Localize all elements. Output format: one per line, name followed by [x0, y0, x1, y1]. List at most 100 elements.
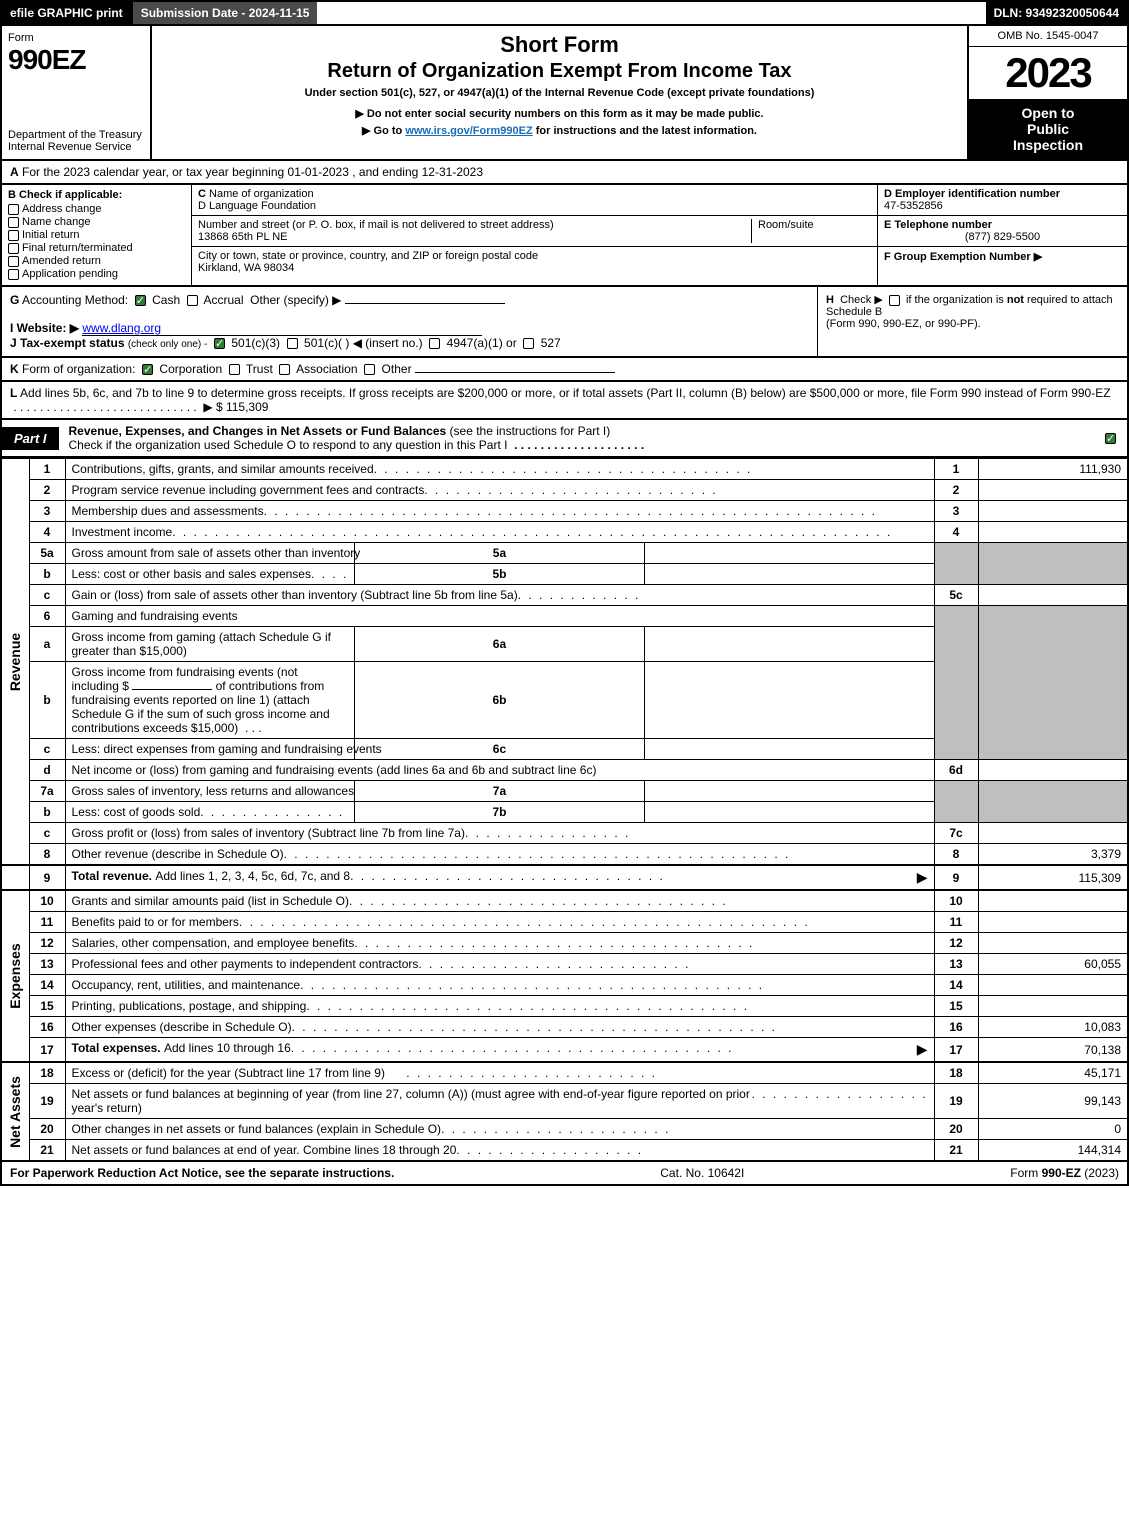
header-center: Short Form Return of Organization Exempt… [152, 26, 967, 159]
phone-label: E Telephone number [884, 219, 992, 231]
checkbox-icon[interactable] [8, 217, 19, 228]
table-row: 2 Program service revenue including gove… [1, 480, 1128, 501]
checkbox-other-org-icon[interactable] [364, 364, 375, 375]
line-5a-subnum: 5a [355, 543, 645, 564]
dept-irs: Internal Revenue Service [8, 141, 132, 153]
line-5b-text: Less: cost or other basis and sales expe… [72, 567, 311, 581]
line-15-text: Printing, publications, postage, and shi… [72, 999, 307, 1013]
table-row: c Gain or (loss) from sale of assets oth… [1, 585, 1128, 606]
checkbox-501c3-icon[interactable] [214, 338, 225, 349]
line-6b-amount-input[interactable] [132, 689, 212, 690]
form-ref-bold: 990-EZ [1042, 1166, 1081, 1180]
opt-initial-return[interactable]: Initial return [8, 229, 185, 241]
page-footer: For Paperwork Reduction Act Notice, see … [0, 1162, 1129, 1186]
section-g: G Accounting Method: Cash Accrual Other … [2, 287, 817, 356]
line-7a-subnum: 7a [355, 781, 645, 802]
line-10-desc: Grants and similar amounts paid (list in… [65, 890, 934, 912]
row-a-tax-year: A For the 2023 calendar year, or tax yea… [0, 161, 1129, 185]
line-6a-subnum: 6a [355, 627, 645, 662]
side-revenue: Revenue [1, 459, 29, 866]
checkbox-icon[interactable] [8, 230, 19, 241]
line-16-num: 16 [29, 1017, 65, 1038]
form-ref-post: (2023) [1081, 1166, 1119, 1180]
opt-final-return[interactable]: Final return/terminated [8, 242, 185, 254]
line-5b-subnum: 5b [355, 564, 645, 585]
opt-name-change[interactable]: Name change [8, 216, 185, 228]
form-header: Form 990EZ Department of the Treasury In… [0, 26, 1129, 161]
opt-cash: Cash [152, 293, 180, 307]
opt-accrual: Accrual [203, 293, 243, 307]
submission-date: Submission Date - 2024-11-15 [131, 2, 318, 24]
part-1-tab: Part I [2, 427, 59, 450]
form-of-org-label: Form of organization: [22, 362, 135, 376]
line-21-text: Net assets or fund balances at end of ye… [72, 1143, 457, 1157]
line-4-numcol: 4 [934, 522, 978, 543]
line-14-text: Occupancy, rent, utilities, and maintena… [72, 978, 301, 992]
checkbox-icon[interactable] [8, 256, 19, 267]
checkbox-icon[interactable] [8, 243, 19, 254]
checkbox-trust-icon[interactable] [229, 364, 240, 375]
efile-label[interactable]: efile GRAPHIC print [2, 2, 131, 24]
table-row: 12 Salaries, other compensation, and emp… [1, 933, 1128, 954]
line-18-num: 18 [29, 1062, 65, 1084]
line-10-value [978, 890, 1128, 912]
other-method-input[interactable] [345, 303, 505, 304]
h-check-arrow: Check ▶ [840, 294, 883, 306]
line-18-text: Excess or (deficit) for the year (Subtra… [72, 1066, 385, 1080]
shaded-cell [934, 543, 978, 585]
checkbox-icon[interactable] [8, 269, 19, 280]
table-row: 13 Professional fees and other payments … [1, 954, 1128, 975]
line-13-numcol: 13 [934, 954, 978, 975]
checkbox-corporation-icon[interactable] [142, 364, 153, 375]
opt-amended-return[interactable]: Amended return [8, 255, 185, 267]
org-name-value: D Language Foundation [198, 200, 316, 212]
line-9-text: Add lines 1, 2, 3, 4, 5c, 6d, 7c, and 8 [155, 869, 350, 886]
side-net-assets: Net Assets [1, 1062, 29, 1161]
irs-link[interactable]: www.irs.gov/Form990EZ [405, 125, 532, 137]
table-row: 5a Gross amount from sale of assets othe… [1, 543, 1128, 564]
opt-address-change-label: Address change [22, 203, 102, 215]
line-7c-value [978, 823, 1128, 844]
tax-year: 2023 [969, 47, 1127, 99]
line-17-num: 17 [29, 1038, 65, 1063]
line-1-desc: Contributions, gifts, grants, and simila… [65, 459, 934, 480]
line-11-numcol: 11 [934, 912, 978, 933]
table-row: 21 Net assets or fund balances at end of… [1, 1140, 1128, 1162]
part-1-schedule-o-check[interactable] [1097, 427, 1127, 449]
line-7b-num: b [29, 802, 65, 823]
other-org-input[interactable] [415, 372, 615, 373]
section-l: L Add lines 5b, 6c, and 7b to line 9 to … [0, 382, 1129, 420]
opt-application-pending[interactable]: Application pending [8, 268, 185, 280]
dln-label: DLN: 93492320050644 [986, 2, 1127, 24]
line-6c-num: c [29, 739, 65, 760]
instructions-link-row: ▶ Go to www.irs.gov/Form990EZ for instru… [162, 124, 957, 137]
opt-address-change[interactable]: Address change [8, 203, 185, 215]
checkbox-4947-icon[interactable] [429, 338, 440, 349]
street-label: Number and street (or P. O. box, if mail… [198, 219, 554, 231]
table-row: 11 Benefits paid to or for members. . . … [1, 912, 1128, 933]
checkbox-icon[interactable] [8, 204, 19, 215]
checkbox-schedule-b-icon[interactable] [889, 295, 900, 306]
label-k: K [10, 362, 19, 376]
checkbox-501c-icon[interactable] [287, 338, 298, 349]
org-name-label: Name of organization [209, 188, 314, 200]
checkbox-cash-icon[interactable] [135, 295, 146, 306]
checkbox-schedule-o-icon[interactable] [1105, 433, 1116, 444]
checkbox-accrual-icon[interactable] [187, 295, 198, 306]
line-9-numcol: 9 [934, 865, 978, 890]
line-15-num: 15 [29, 996, 65, 1017]
checkbox-association-icon[interactable] [279, 364, 290, 375]
checkbox-527-icon[interactable] [523, 338, 534, 349]
line-4-value [978, 522, 1128, 543]
line-5c-num: c [29, 585, 65, 606]
room-suite: Room/suite [751, 219, 871, 243]
line-10-num: 10 [29, 890, 65, 912]
website-link[interactable]: www.dlang.org [82, 321, 482, 336]
line-5a-subval [644, 543, 934, 564]
opt-trust: Trust [246, 362, 273, 376]
section-b-header: Check if applicable: [19, 189, 122, 201]
line-7a-num: 7a [29, 781, 65, 802]
line-17-desc: Total expenses. Add lines 10 through 16.… [65, 1038, 934, 1063]
line-7b-subnum: 7b [355, 802, 645, 823]
city-label: City or town, state or province, country… [198, 250, 538, 262]
